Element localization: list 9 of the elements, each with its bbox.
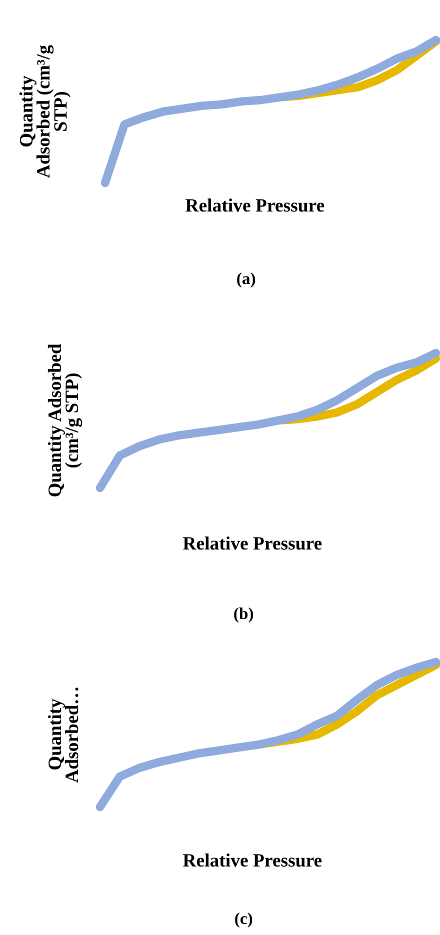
x-axis-title: Relative Pressure — [186, 198, 324, 212]
text: (a) — [237, 272, 256, 288]
y-axis-title: Quantity Adsorbed… — [48, 688, 78, 783]
y-axis-title: Quantity Adsorbed (cm³/g STP) — [48, 344, 82, 496]
x-axis-title: Relative Pressure — [183, 854, 322, 867]
text: (b) — [234, 607, 254, 623]
text: (c) — [235, 912, 252, 928]
y-axis-title: Quantity Adsorbed (cm³/g STP) — [19, 45, 71, 178]
x-axis-title: Relative Pressure — [183, 536, 322, 550]
